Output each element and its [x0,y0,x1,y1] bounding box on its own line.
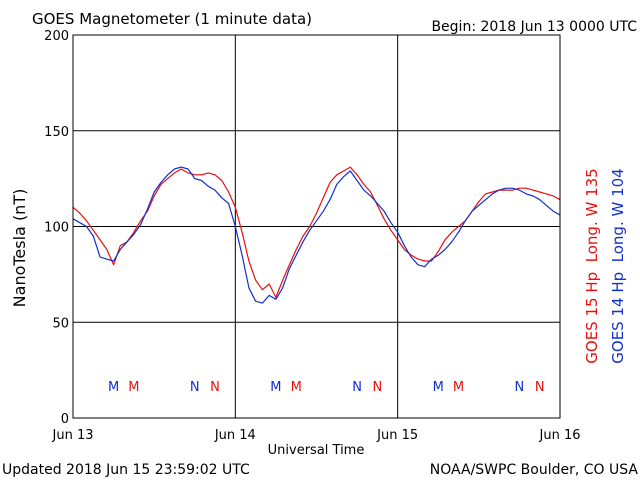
series-lines [72,166,561,304]
begin-time: Begin: 2018 Jun 13 0000 UTC [431,19,637,35]
midnight-marker: M [128,380,139,395]
updated-timestamp: Updated 2018 Jun 15 23:59:02 UTC [2,462,250,478]
x-tick-labels: Jun 13 Jun 14 Jun 15 Jun 16 [52,428,581,443]
source-credit: NOAA/SWPC Boulder, CO USA [430,462,639,478]
midnight-marker: M [108,380,119,395]
noon-marker: N [190,380,200,395]
noon-marker: N [352,380,362,395]
x-tick-label: Jun 16 [539,428,581,443]
noon-marker: N [515,380,525,395]
midnight-marker: M [453,380,464,395]
midnight-marker: M [270,380,281,395]
x-tick-label: Jun 14 [214,428,256,443]
chart-title: GOES Magnetometer (1 minute data) [32,10,312,28]
noon-marker: N [373,380,383,395]
x-tick-label: Jun 13 [52,428,94,443]
midnight-marker: M [433,380,444,395]
y-tick-label: 150 [44,125,69,140]
legend-goes15: GOES 15 Hp Long. W 135 [583,168,601,363]
midnight-marker: M [291,380,302,395]
y-tick-label: 100 [44,221,69,236]
noon-marker: N [535,380,545,395]
y-tick-labels: 0 50 100 150 200 [44,29,69,427]
x-tick-label: Jun 15 [376,428,418,443]
y-tick-label: 200 [44,29,69,44]
legend-goes14: GOES 14 Hp Long. W 104 [609,168,627,363]
x-axis-label: Universal Time [268,443,365,458]
y-tick-label: 0 [61,412,69,427]
noon-marker: N [210,380,220,395]
series-goes14-line [72,166,561,304]
y-axis-label: NanoTesla (nT) [10,189,29,308]
y-tick-label: 50 [52,316,69,331]
plot-frame [72,34,561,419]
series-goes15-line [72,166,561,298]
